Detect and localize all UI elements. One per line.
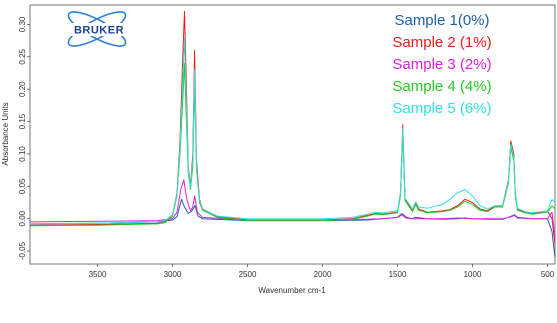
- x-tick-label: 3500: [89, 270, 107, 279]
- x-axis: 3500 3000 2500 2000 1500 1000 500: [89, 264, 555, 279]
- plot-frame: [29, 4, 556, 265]
- y-tick-label: 0.10: [18, 146, 27, 162]
- legend: Sample 1(0%) Sample 2 (1%) Sample 3 (2%) Sa…: [392, 12, 491, 117]
- y-tick-label: 0.25: [18, 48, 27, 64]
- logo-text-background: [68, 23, 130, 36]
- y-tick-label: 0.30: [18, 16, 27, 32]
- legend-entry-4: Sample 4 (4%): [392, 78, 491, 95]
- logo-orbit-2: [67, 11, 127, 47]
- bruker-logo: BRUKER: [67, 11, 130, 47]
- y-tick-label: 0.00: [18, 210, 27, 226]
- x-tick-label: 2500: [239, 270, 257, 279]
- logo-orbit-1: [67, 11, 127, 47]
- y-axis: -0.05 0.00 0.05 0.10 0.15 0.20 0.25 0.30: [18, 16, 30, 260]
- x-tick-label: 3000: [164, 270, 182, 279]
- series-line-3: [29, 179, 556, 239]
- x-tick-label: 500: [541, 270, 555, 279]
- y-tick-label: 0.05: [18, 178, 27, 194]
- x-tick-label: 2000: [314, 270, 332, 279]
- y-tick-label: -0.05: [18, 241, 27, 260]
- x-axis-title: Wavenumber cm-1: [258, 286, 326, 295]
- logo-text: BRUKER: [74, 25, 124, 37]
- y-tick-label: 0.15: [18, 113, 27, 129]
- series-line-1: [29, 198, 556, 258]
- legend-entry-1: Sample 1(0%): [394, 12, 489, 29]
- series-layer: [29, 11, 556, 258]
- x-tick-label: 1500: [389, 270, 407, 279]
- series-line-5: [29, 36, 556, 225]
- y-tick-label: 0.20: [18, 81, 27, 97]
- legend-entry-2: Sample 2 (1%): [392, 34, 491, 51]
- legend-entry-3: Sample 3 (2%): [392, 56, 491, 73]
- y-axis-title: Absorbance Units: [1, 102, 10, 165]
- legend-entry-5: Sample 5 (6%): [392, 100, 491, 117]
- x-tick-label: 1000: [464, 270, 482, 279]
